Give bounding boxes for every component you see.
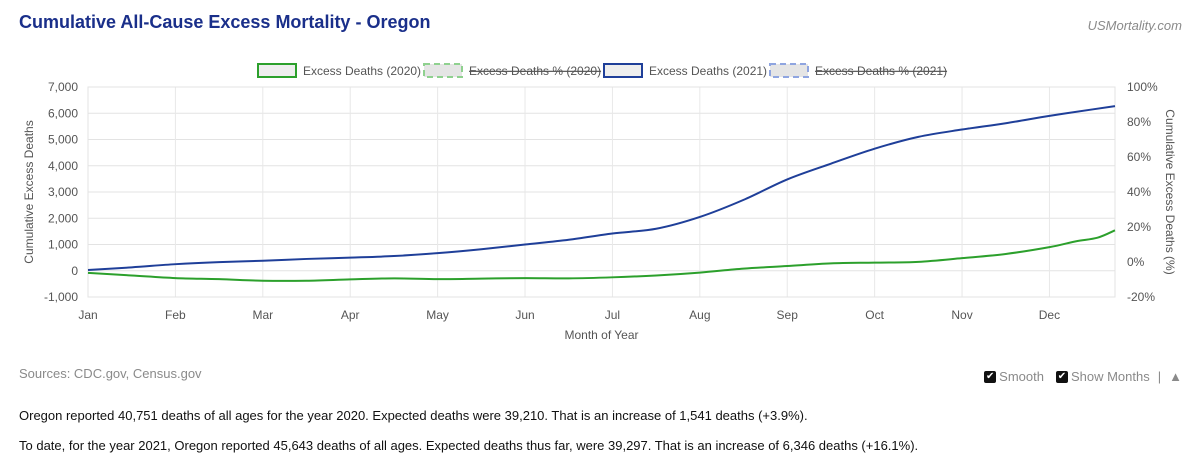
y-tick-label: 7,000 [48, 80, 78, 94]
smooth-toggle[interactable]: ✔ Smooth [984, 369, 1044, 384]
chart-title: Cumulative All-Cause Excess Mortality - … [19, 12, 431, 32]
y2-tick-label: 40% [1127, 185, 1151, 199]
x-tick-label: Nov [951, 308, 972, 322]
note-2021: To date, for the year 2021, Oregon repor… [19, 438, 919, 453]
x-tick-label: Feb [165, 308, 186, 322]
legend-swatch [603, 63, 643, 78]
mortality-chart: 7,000 6,000 5,000 4,000 3,000 2,000 1,000 0 -1,0… [22, 63, 1177, 342]
y2-tick-label: 80% [1127, 115, 1151, 129]
x-tick-label: Sep [777, 308, 799, 322]
x-tick-label: Jan [78, 308, 97, 322]
y2-tick-label: 100% [1127, 80, 1158, 94]
x-tick-label: Apr [341, 308, 360, 322]
x-tick-label: Jul [605, 308, 620, 322]
legend-item[interactable]: Excess Deaths (2021) [649, 64, 767, 78]
y2-tick-label: 60% [1127, 150, 1151, 164]
controls-separator: | [1157, 369, 1162, 384]
x-tick-label: May [426, 308, 449, 322]
series-line-2020 [87, 229, 1116, 282]
show-months-label: Show Months [1070, 369, 1150, 384]
x-tick-label: Jun [515, 308, 534, 322]
x-tick-label: Mar [252, 308, 273, 322]
y-tick-label: 5,000 [48, 133, 78, 147]
y-tick-label: 4,000 [48, 159, 78, 173]
show-months-toggle[interactable]: ✔ Show Months [1055, 369, 1150, 384]
y-tick-label: -1,000 [44, 290, 78, 304]
x-tick-label: Dec [1039, 308, 1060, 322]
show-months-checkbox[interactable]: ✔ [1055, 370, 1068, 383]
legend-item[interactable]: Excess Deaths % (2021) [815, 64, 947, 78]
legend-item[interactable]: Excess Deaths (2020) [303, 64, 421, 78]
x-tick-label: Oct [865, 308, 884, 322]
sources-text: Sources: CDC.gov, Census.gov [19, 366, 202, 381]
y-tick-label: 3,000 [48, 185, 78, 199]
y2-tick-label: 20% [1127, 220, 1151, 234]
y2-tick-label: -20% [1127, 290, 1155, 304]
legend-item[interactable]: Excess Deaths % (2020) [469, 64, 601, 78]
chart-controls: ✔ Smooth ✔ Show Months | ▲ [976, 369, 1182, 384]
legend-swatch [423, 63, 463, 78]
y-tick-label: 0 [71, 264, 78, 278]
legend-swatch [257, 63, 297, 78]
collapse-icon[interactable]: ▲ [1169, 369, 1182, 384]
y2-tick-label: 0% [1127, 255, 1145, 269]
legend-swatch [769, 63, 809, 78]
y2-axis-label: Cumulative Excess Deaths (%) [1163, 109, 1177, 274]
y-axis-label: Cumulative Excess Deaths [22, 120, 36, 263]
y-tick-label: 1,000 [48, 238, 78, 252]
smooth-label: Smooth [999, 369, 1044, 384]
series-line-2021 [87, 105, 1116, 271]
y-tick-label: 2,000 [48, 211, 78, 225]
y-tick-label: 6,000 [48, 106, 78, 120]
note-2020: Oregon reported 40,751 deaths of all age… [19, 408, 808, 423]
smooth-checkbox[interactable]: ✔ [984, 370, 997, 383]
brand-credit[interactable]: USMortality.com [1087, 18, 1182, 33]
plot-area [87, 86, 1116, 298]
x-tick-label: Aug [689, 308, 710, 322]
x-axis-label: Month of Year [564, 328, 638, 342]
